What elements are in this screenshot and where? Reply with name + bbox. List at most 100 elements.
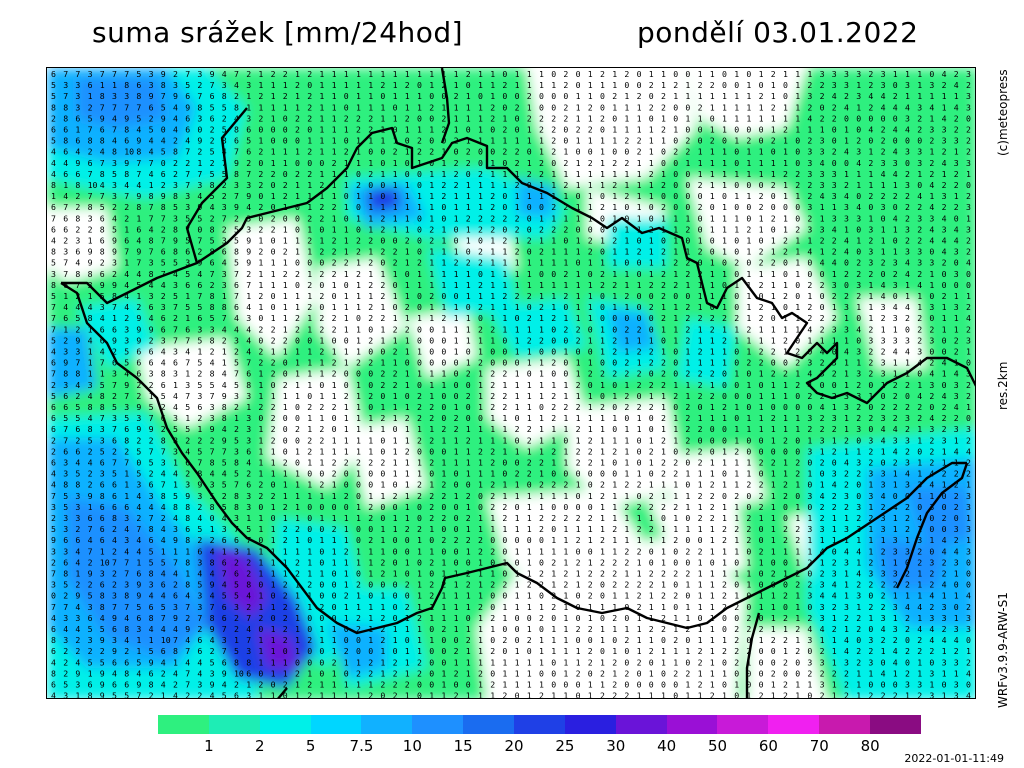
svg-text:2: 2 xyxy=(783,635,788,645)
svg-text:2: 2 xyxy=(807,313,812,323)
svg-text:1: 1 xyxy=(393,469,398,479)
svg-text:1: 1 xyxy=(576,213,581,223)
svg-text:2: 2 xyxy=(478,668,483,678)
svg-text:1: 1 xyxy=(624,169,629,179)
svg-text:1: 1 xyxy=(271,624,276,634)
svg-text:1: 1 xyxy=(368,136,373,146)
svg-text:3: 3 xyxy=(807,91,812,101)
svg-text:1: 1 xyxy=(368,491,373,501)
svg-text:4: 4 xyxy=(905,469,910,479)
svg-text:4: 4 xyxy=(881,91,886,101)
svg-text:2: 2 xyxy=(75,391,80,401)
svg-text:1: 1 xyxy=(942,458,947,468)
svg-text:1: 1 xyxy=(478,391,483,401)
svg-text:3: 3 xyxy=(234,391,239,401)
svg-text:0: 0 xyxy=(563,358,568,368)
svg-text:9: 9 xyxy=(161,69,166,79)
svg-text:8: 8 xyxy=(173,502,178,512)
svg-text:9: 9 xyxy=(100,668,105,678)
svg-text:6: 6 xyxy=(197,546,202,556)
svg-text:0: 0 xyxy=(368,469,373,479)
color-swatch xyxy=(615,715,667,734)
svg-text:0: 0 xyxy=(710,424,715,434)
svg-text:6: 6 xyxy=(149,347,154,357)
svg-text:3: 3 xyxy=(942,224,947,234)
svg-text:1: 1 xyxy=(759,224,764,234)
svg-text:1: 1 xyxy=(844,424,849,434)
svg-text:1: 1 xyxy=(332,147,337,157)
svg-text:0: 0 xyxy=(454,480,459,490)
svg-text:1: 1 xyxy=(356,402,361,412)
svg-text:9: 9 xyxy=(173,91,178,101)
svg-text:0: 0 xyxy=(539,624,544,634)
svg-text:0: 0 xyxy=(380,435,385,445)
svg-text:1: 1 xyxy=(759,369,764,379)
svg-text:0: 0 xyxy=(307,502,312,512)
svg-text:0: 0 xyxy=(966,413,971,423)
svg-text:0: 0 xyxy=(527,535,532,545)
svg-text:1: 1 xyxy=(698,236,703,246)
svg-text:0: 0 xyxy=(893,202,898,212)
svg-text:2: 2 xyxy=(771,635,776,645)
svg-text:1: 1 xyxy=(429,691,434,699)
svg-text:0: 0 xyxy=(624,147,629,157)
svg-text:1: 1 xyxy=(795,302,800,312)
svg-text:3: 3 xyxy=(917,147,922,157)
svg-text:2: 2 xyxy=(356,613,361,623)
svg-text:1: 1 xyxy=(893,358,898,368)
svg-text:2: 2 xyxy=(63,236,68,246)
svg-text:5: 5 xyxy=(234,224,239,234)
svg-text:3: 3 xyxy=(868,469,873,479)
svg-text:7: 7 xyxy=(124,557,129,567)
svg-text:5: 5 xyxy=(197,358,202,368)
svg-text:8: 8 xyxy=(161,202,166,212)
svg-text:2: 2 xyxy=(271,369,276,379)
svg-text:2: 2 xyxy=(283,269,288,279)
svg-text:7: 7 xyxy=(112,102,117,112)
svg-text:2: 2 xyxy=(783,691,788,699)
svg-text:2: 2 xyxy=(490,191,495,201)
svg-text:0: 0 xyxy=(637,435,642,445)
svg-text:0: 0 xyxy=(929,524,934,534)
svg-text:8: 8 xyxy=(173,147,178,157)
svg-text:0: 0 xyxy=(539,269,544,279)
svg-text:1: 1 xyxy=(295,580,300,590)
svg-text:0: 0 xyxy=(783,502,788,512)
svg-text:2: 2 xyxy=(344,147,349,157)
svg-text:2: 2 xyxy=(917,646,922,656)
svg-text:2: 2 xyxy=(441,191,446,201)
svg-text:1: 1 xyxy=(710,624,715,634)
svg-text:0: 0 xyxy=(502,591,507,601)
svg-text:3: 3 xyxy=(881,524,886,534)
svg-text:2: 2 xyxy=(868,269,873,279)
svg-text:2: 2 xyxy=(539,613,544,623)
svg-text:2: 2 xyxy=(429,236,434,246)
svg-text:0: 0 xyxy=(746,180,751,190)
svg-text:2: 2 xyxy=(344,113,349,123)
svg-text:1: 1 xyxy=(88,358,93,368)
svg-text:1: 1 xyxy=(515,668,520,678)
svg-text:2: 2 xyxy=(368,502,373,512)
svg-text:2: 2 xyxy=(832,113,837,123)
svg-text:4: 4 xyxy=(929,102,934,112)
svg-text:2: 2 xyxy=(612,158,617,168)
svg-text:2: 2 xyxy=(393,657,398,667)
svg-text:1: 1 xyxy=(612,247,617,257)
svg-text:1: 1 xyxy=(295,191,300,201)
svg-text:0: 0 xyxy=(795,280,800,290)
svg-text:1: 1 xyxy=(258,258,263,268)
svg-text:2: 2 xyxy=(661,591,666,601)
svg-text:1: 1 xyxy=(673,335,678,345)
svg-text:2: 2 xyxy=(271,69,276,79)
svg-text:1: 1 xyxy=(771,280,776,290)
svg-text:2: 2 xyxy=(685,446,690,456)
svg-text:1: 1 xyxy=(466,591,471,601)
svg-text:0: 0 xyxy=(380,502,385,512)
svg-text:0: 0 xyxy=(734,125,739,135)
svg-text:2: 2 xyxy=(454,535,459,545)
svg-text:2: 2 xyxy=(539,302,544,312)
svg-text:1: 1 xyxy=(673,269,678,279)
svg-text:4: 4 xyxy=(929,224,934,234)
svg-text:1: 1 xyxy=(356,213,361,223)
svg-text:2: 2 xyxy=(820,513,825,523)
